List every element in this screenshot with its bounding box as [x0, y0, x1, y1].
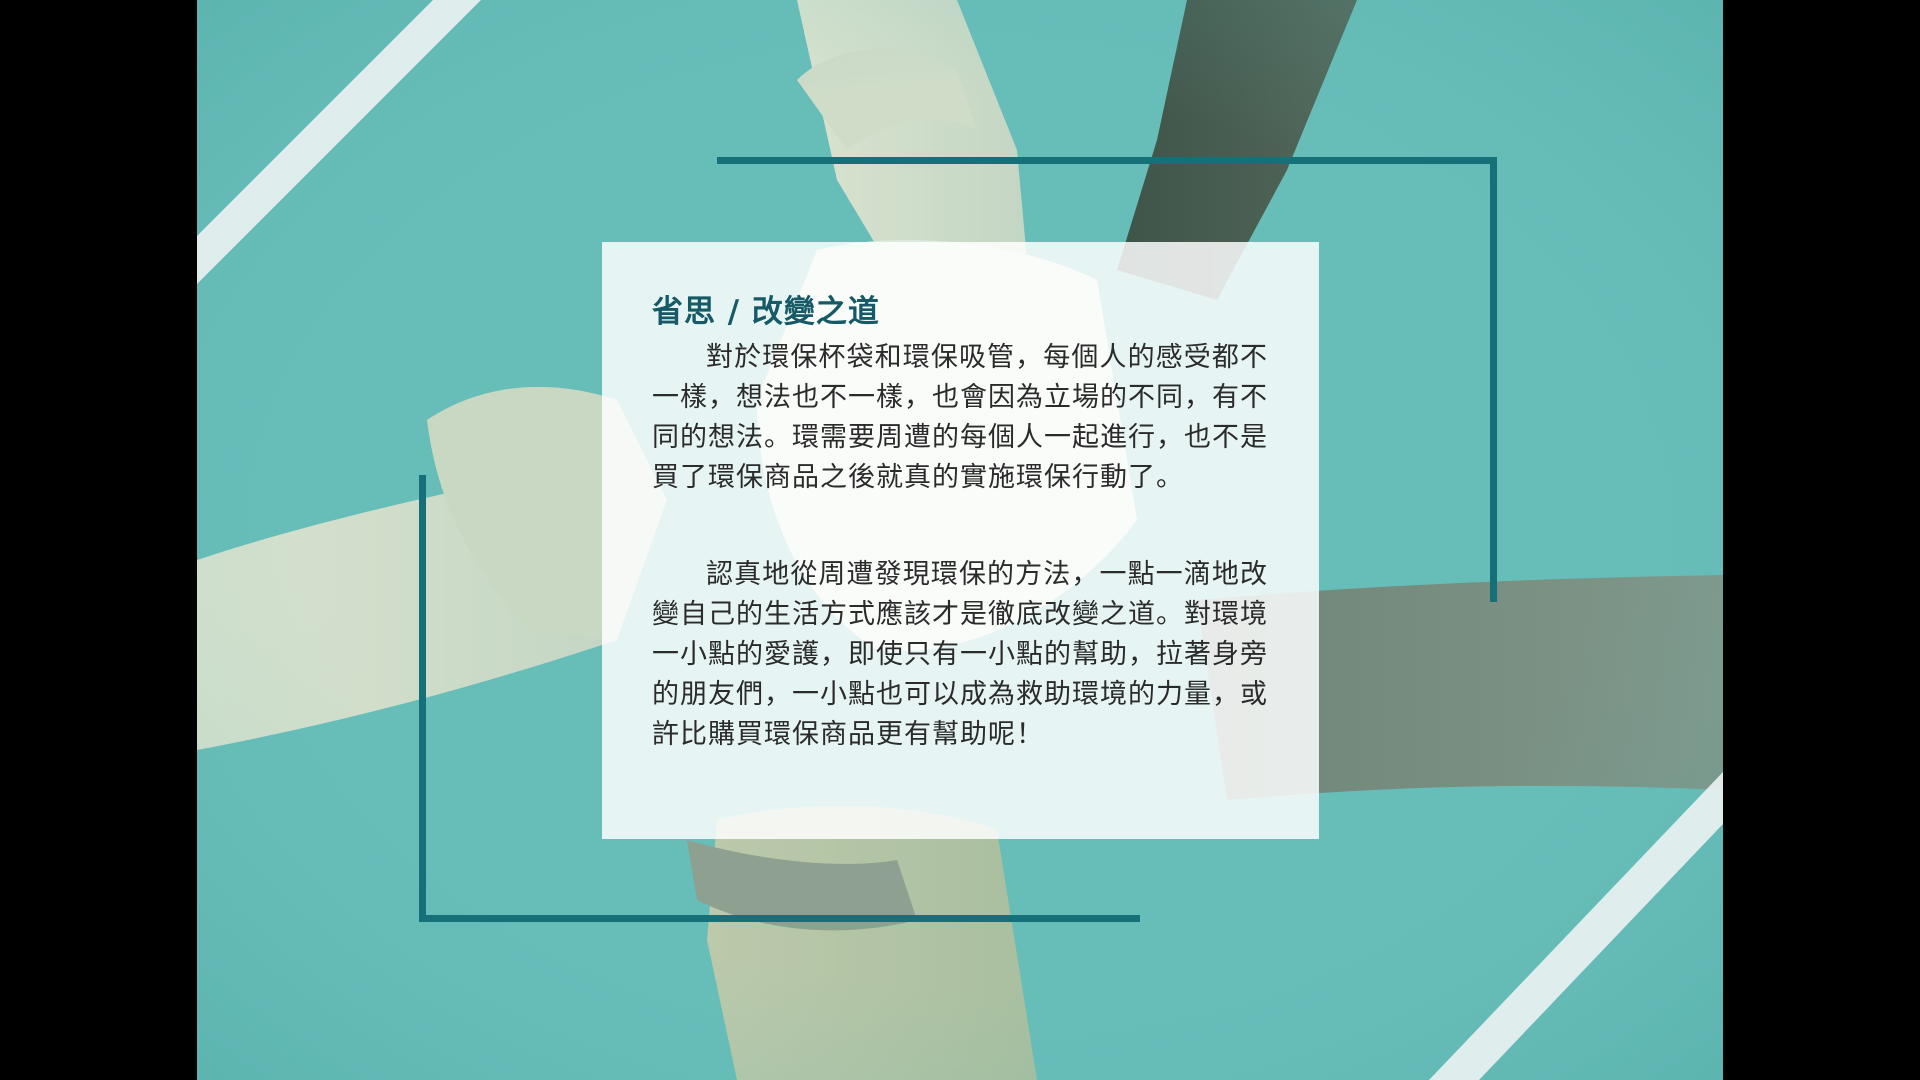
diagonal-stripe-bottom-right — [1429, 772, 1723, 1080]
frame-line-top — [717, 157, 1497, 164]
paragraph-way-of-change: 認真地從周遭發現環保的方法，一點一滴地改變自己的生活方式應該才是徹底改變之道。對… — [652, 559, 1268, 750]
slide: 省思 / 改變之道 對於環保杯袋和環保吸管，每個人的感受都不一樣，想法也不一樣，… — [197, 0, 1723, 1080]
frame-line-bottom — [419, 915, 1140, 922]
diagonal-stripe-top-left — [197, 0, 481, 284]
frame-line-left — [419, 475, 426, 922]
paragraph-reflection: 對於環保杯袋和環保吸管，每個人的感受都不一樣，想法也不一樣，也會因為立場的不同，… — [652, 342, 1268, 493]
text-panel: 省思 / 改變之道 對於環保杯袋和環保吸管，每個人的感受都不一樣，想法也不一樣，… — [602, 242, 1319, 839]
slide-title: 省思 / 改變之道 — [652, 294, 880, 330]
frame-line-right — [1490, 157, 1497, 602]
